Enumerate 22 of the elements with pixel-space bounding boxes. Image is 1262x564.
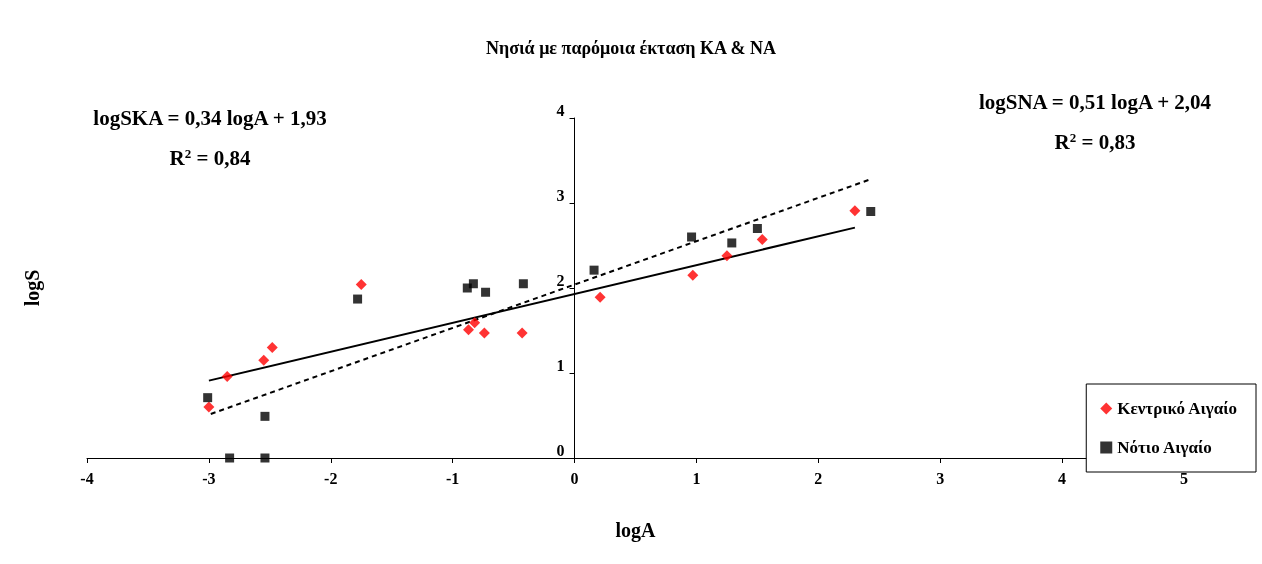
chart-title: Νησιά με παρόμοια έκταση ΚΑ & ΝΑ — [486, 38, 776, 58]
x-axis-title: logA — [615, 519, 657, 542]
x-tick-label: -3 — [202, 469, 216, 487]
x-tick-label: -2 — [324, 469, 338, 487]
text: logSNA = 0,51 logA + 2,04 — [978, 90, 1212, 114]
y-axis-title: logS — [21, 269, 44, 307]
x-tick-label: 1 — [692, 469, 701, 487]
y-tick-label: 0 — [556, 441, 565, 459]
x-tick-label: 2 — [814, 469, 823, 487]
y-tick-label: 1 — [556, 356, 565, 374]
annotation: logSKA = 0,34 logA + 1,93 — [93, 106, 327, 130]
x-tick-label: -4 — [80, 469, 94, 487]
x-tick-label: 5 — [1180, 469, 1188, 487]
y-tick-label: 2 — [556, 271, 565, 289]
x-tick-label: 4 — [1058, 469, 1067, 487]
x-tick-label: 3 — [936, 469, 945, 487]
legend-label: Νότιο Αιγαίο — [1117, 438, 1212, 457]
x-tick-label: -1 — [446, 469, 460, 487]
y-tick-label: 4 — [556, 101, 565, 119]
x-tick-label: 0 — [570, 469, 579, 487]
legend-label: Κεντρικό Αιγαίο — [1117, 399, 1238, 418]
y-tick-label: 3 — [556, 186, 565, 204]
